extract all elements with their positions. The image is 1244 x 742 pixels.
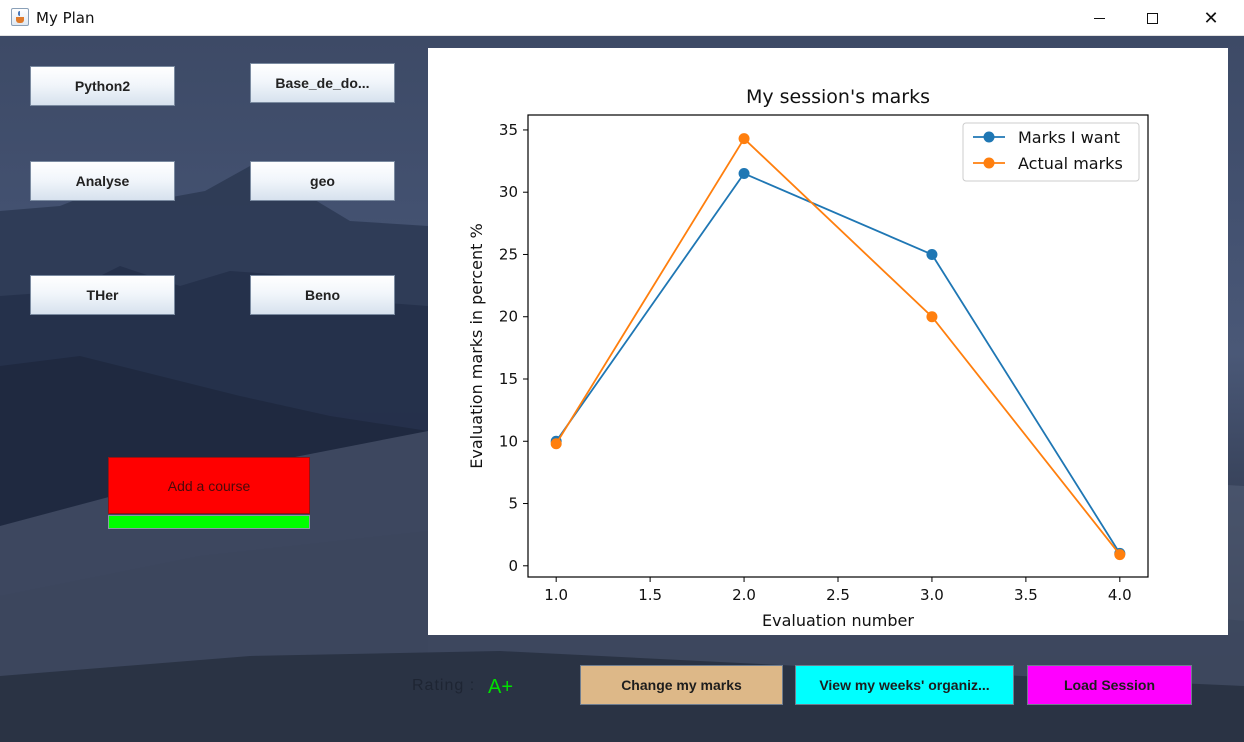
java-icon: [11, 8, 29, 26]
change-marks-button[interactable]: Change my marks: [580, 665, 783, 705]
x-tick-label: 3.0: [920, 586, 944, 604]
y-tick-label: 10: [499, 432, 518, 450]
rating-value: A+: [488, 676, 514, 698]
course-button-base-de-donnees[interactable]: Base_de_do...: [250, 63, 395, 103]
add-course-button[interactable]: Add a course: [108, 457, 310, 514]
data-point-marks-i-want: [738, 168, 750, 180]
x-tick-label: 2.5: [826, 586, 850, 604]
x-tick-label: 1.0: [544, 586, 568, 604]
title-bar: My Plan ✕: [0, 0, 1244, 36]
window-title: My Plan: [36, 9, 95, 27]
maximize-button[interactable]: [1123, 0, 1181, 36]
minimize-button[interactable]: [1070, 0, 1128, 36]
data-point-marks-i-want: [926, 248, 938, 260]
y-tick-label: 0: [508, 557, 518, 575]
add-course-progress-bar: [108, 515, 310, 529]
x-tick-label: 4.0: [1108, 586, 1132, 604]
rating-label: Rating :: [412, 677, 476, 694]
series-line-actual-marks: [555, 137, 1121, 556]
minimize-icon: [1093, 17, 1105, 19]
course-button-python2[interactable]: Python2: [30, 66, 175, 106]
view-weeks-button[interactable]: View my weeks' organiz...: [795, 665, 1014, 705]
x-axis-ticks: 1.0 1.5 2.0 2.5 3.0 3.5 4.0: [544, 577, 1132, 604]
data-point-actual-marks: [550, 438, 562, 450]
data-point-actual-marks: [1114, 549, 1126, 561]
x-tick-label: 2.0: [732, 586, 756, 604]
chart-legend: Marks I want Actual marks: [962, 122, 1140, 182]
legend-label: Actual marks: [1018, 154, 1123, 173]
y-axis-label: Evaluation marks in percent %: [467, 223, 486, 468]
series-layer: [550, 133, 1126, 561]
x-tick-label: 1.5: [638, 586, 662, 604]
series-line-marks-i-want: [555, 172, 1121, 554]
y-tick-label: 15: [499, 370, 518, 388]
y-tick-label: 35: [499, 121, 518, 139]
data-point-actual-marks: [738, 133, 750, 145]
course-button-beno[interactable]: Beno: [250, 275, 395, 315]
x-tick-label: 3.5: [1014, 586, 1038, 604]
y-axis-ticks: 0 5 10 15 20 25 30 35: [499, 121, 528, 575]
legend-label: Marks I want: [1018, 128, 1120, 147]
close-icon: ✕: [1203, 7, 1219, 29]
course-button-geo[interactable]: geo: [250, 161, 395, 201]
close-button[interactable]: ✕: [1182, 0, 1240, 36]
plot-area: [527, 114, 1149, 578]
course-button-ther[interactable]: THer: [30, 275, 175, 315]
course-button-analyse[interactable]: Analyse: [30, 161, 175, 201]
y-tick-label: 5: [508, 495, 518, 513]
marks-line-chart: My session's marks 1.0 1.5 2.0 2.5 3.0 3.5 4.0…: [467, 86, 1149, 630]
x-axis-label: Evaluation number: [762, 611, 914, 630]
maximize-icon: [1146, 12, 1158, 24]
y-tick-label: 30: [499, 183, 518, 201]
legend-swatch-marker: [983, 131, 995, 143]
y-tick-label: 20: [499, 308, 518, 326]
chart-panel: My session's marks 1.0 1.5 2.0 2.5 3.0 3.5 4.0…: [428, 48, 1228, 635]
chart-title: My session's marks: [746, 86, 930, 108]
data-point-actual-marks: [926, 311, 938, 323]
load-session-button[interactable]: Load Session: [1027, 665, 1192, 705]
legend-swatch-marker: [983, 157, 995, 169]
progress-fill: [109, 516, 309, 528]
y-tick-label: 25: [499, 245, 518, 263]
